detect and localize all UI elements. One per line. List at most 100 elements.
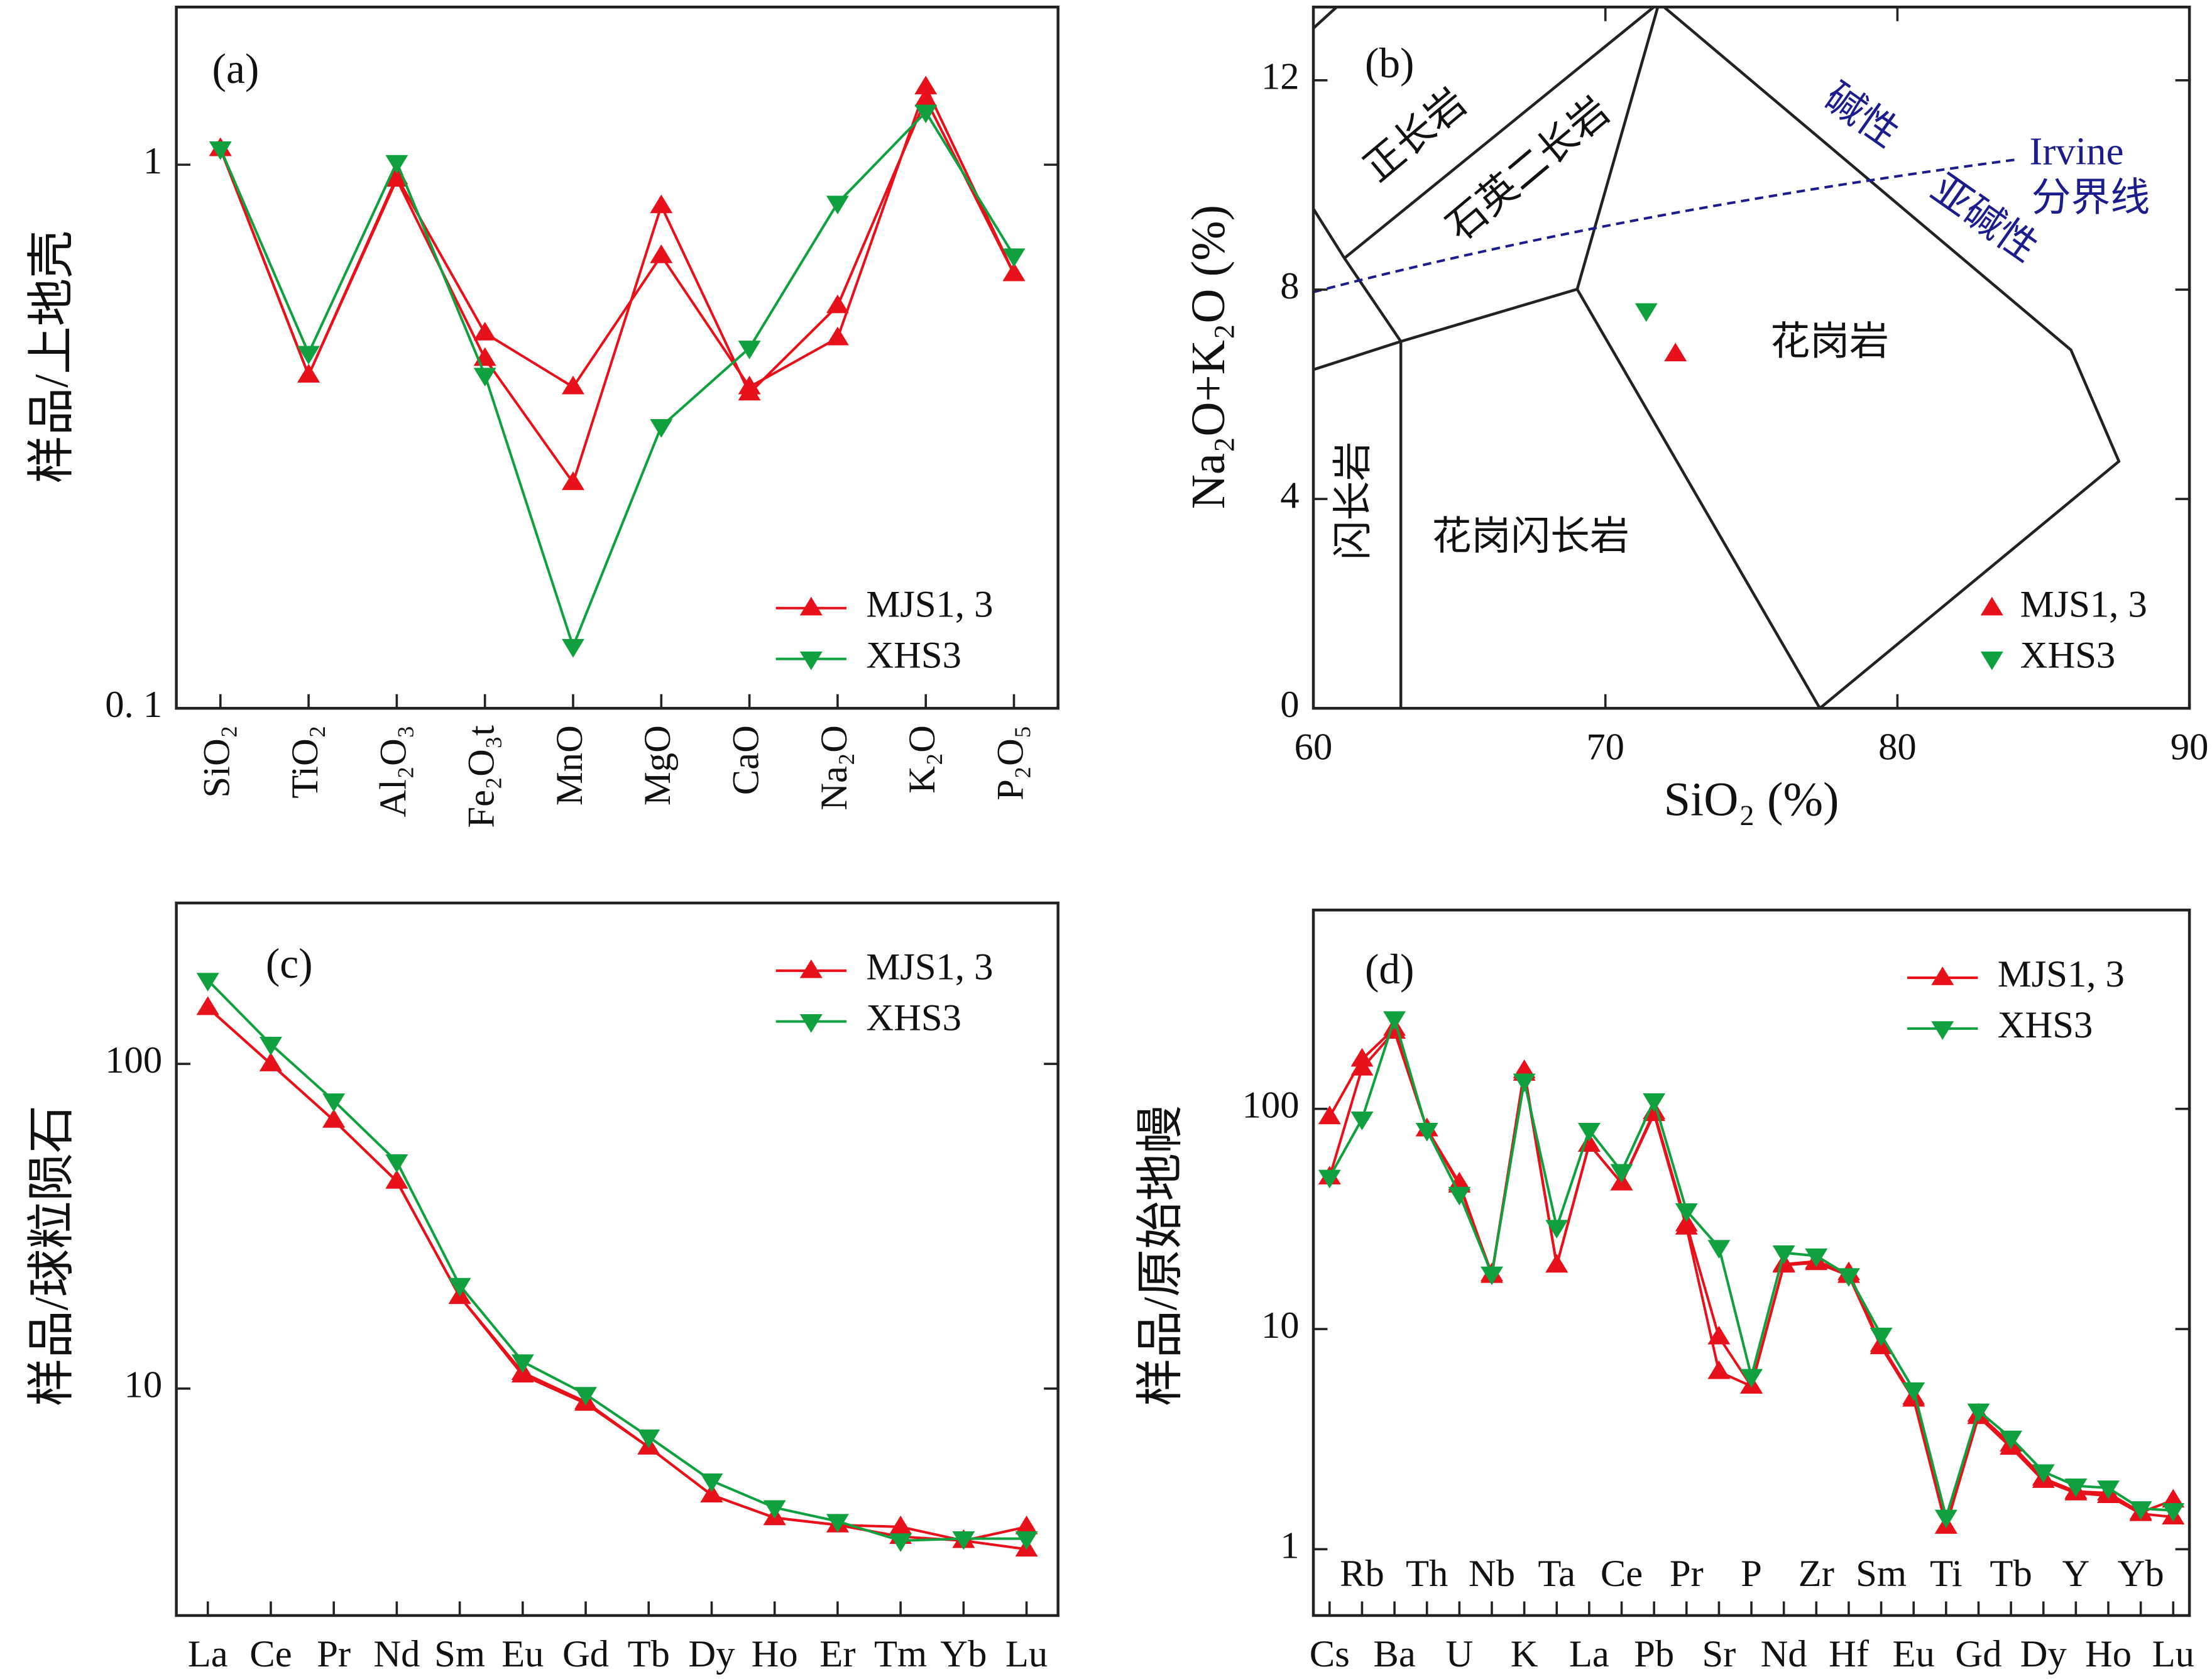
marker xyxy=(763,1500,786,1519)
x-tick-label: Cs xyxy=(1310,1633,1350,1675)
marker xyxy=(1772,1245,1795,1264)
x-tick-label: 70 xyxy=(1586,726,1624,768)
x-tick-label: SiO₂ xyxy=(196,725,238,797)
marker xyxy=(448,1277,471,1297)
marker xyxy=(259,1053,282,1071)
x-tick-label: La xyxy=(1569,1633,1609,1675)
x-tick-label: Pb xyxy=(1634,1633,1674,1675)
marker xyxy=(1318,1169,1341,1189)
annotation: 碱性 xyxy=(1817,74,1907,155)
legend-label: MJS1, 3 xyxy=(866,946,993,988)
legend-marker xyxy=(799,1014,823,1033)
marker xyxy=(738,341,761,359)
marker xyxy=(952,1531,975,1550)
marker xyxy=(562,638,584,658)
marker xyxy=(650,418,673,438)
marker xyxy=(1675,1216,1698,1235)
x-tick-label: Gd xyxy=(562,1633,609,1675)
legend-marker xyxy=(799,959,823,978)
marker xyxy=(1545,1220,1569,1239)
series-line xyxy=(1328,1029,2174,1531)
marker xyxy=(1513,1073,1536,1093)
marker xyxy=(385,1154,408,1173)
marker xyxy=(826,195,849,215)
x-tick-label: Ce xyxy=(249,1633,292,1675)
series-line xyxy=(207,979,1027,1542)
marker xyxy=(826,294,849,314)
irvine-line xyxy=(1313,158,2018,293)
x-tick-label: Tb xyxy=(1990,1553,2032,1595)
marker xyxy=(1675,1203,1698,1222)
marker xyxy=(914,75,938,95)
legend-label: MJS1, 3 xyxy=(2020,584,2147,626)
marker xyxy=(511,1354,534,1373)
x-tick-label: Ba xyxy=(1373,1633,1415,1675)
marker xyxy=(914,87,938,107)
y-tick-label: 100 xyxy=(105,1039,162,1081)
plot-frame xyxy=(175,5,1059,710)
y-tick-label: 10 xyxy=(124,1364,163,1406)
marker xyxy=(511,1364,534,1383)
field-boundary xyxy=(1662,7,2121,709)
legend-marker xyxy=(1980,596,2003,616)
annotation: 闪长岩 xyxy=(1331,442,1375,561)
marker xyxy=(700,1484,723,1502)
x-tick-label: Pr xyxy=(317,1633,351,1675)
x-tick-label: Nb xyxy=(1469,1553,1515,1595)
annotation: Irvine xyxy=(2029,129,2123,173)
marker xyxy=(1634,303,1658,322)
marker xyxy=(650,244,673,263)
marker xyxy=(826,326,849,346)
series-line xyxy=(219,110,1016,650)
marker xyxy=(473,322,496,341)
series-line xyxy=(1328,1014,2174,1522)
marker xyxy=(1902,1382,1925,1401)
x-tick-label: Y xyxy=(2062,1553,2089,1595)
marker xyxy=(322,1108,346,1128)
marker xyxy=(2162,1489,2185,1508)
marker xyxy=(1870,1327,1893,1347)
marker xyxy=(1967,1403,1990,1423)
field-boundary xyxy=(1575,288,1821,709)
x-tick-label: Eu xyxy=(1893,1633,1935,1675)
x-tick-label: Gd xyxy=(1955,1633,2001,1675)
marker xyxy=(2162,1503,2185,1522)
legend-label: XHS3 xyxy=(2020,634,2116,676)
y-tick-label: 0 xyxy=(1280,684,1299,726)
marker xyxy=(2032,1464,2055,1484)
series-line xyxy=(1328,1025,2174,1531)
marker xyxy=(1707,1240,1731,1259)
x-tick-label: CaO xyxy=(725,725,767,795)
marker xyxy=(562,375,584,395)
x-tick-label: Sr xyxy=(1702,1633,1736,1675)
x-tick-label: Rb xyxy=(1340,1553,1384,1595)
x-tick-label: Ta xyxy=(1538,1553,1575,1595)
series-line xyxy=(207,1007,1027,1551)
annotation: 正长岩 xyxy=(1355,80,1474,190)
y-tick-label: 1 xyxy=(143,140,162,182)
marker xyxy=(196,973,219,992)
marker xyxy=(385,1169,408,1189)
x-tick-label: Dy xyxy=(688,1633,735,1675)
field-boundary xyxy=(1343,257,1403,709)
x-tick-label: MnO xyxy=(549,725,591,806)
x-tick-label: Sm xyxy=(1856,1553,1907,1595)
x-tick-label: Na₂O xyxy=(813,725,855,811)
x-axis-label: SiO₂ (%) xyxy=(1664,772,1839,826)
marker xyxy=(1481,1266,1503,1286)
x-tick-label: Tm xyxy=(874,1633,927,1675)
x-tick-label: Ti xyxy=(1930,1553,1963,1595)
x-tick-label: Zr xyxy=(1799,1553,1834,1595)
legend-label: MJS1, 3 xyxy=(866,584,993,626)
series-line xyxy=(219,96,1016,486)
marker xyxy=(1740,1369,1763,1388)
marker xyxy=(1350,1057,1374,1076)
x-tick-label: TiO₂ xyxy=(284,725,326,799)
marker xyxy=(1707,1325,1731,1345)
annotation: (c) xyxy=(266,940,313,987)
x-tick-label: P₂O₅ xyxy=(989,725,1031,801)
x-tick-label: Pr xyxy=(1670,1553,1704,1595)
marker xyxy=(1002,248,1026,267)
x-tick-label: Nd xyxy=(373,1633,420,1675)
